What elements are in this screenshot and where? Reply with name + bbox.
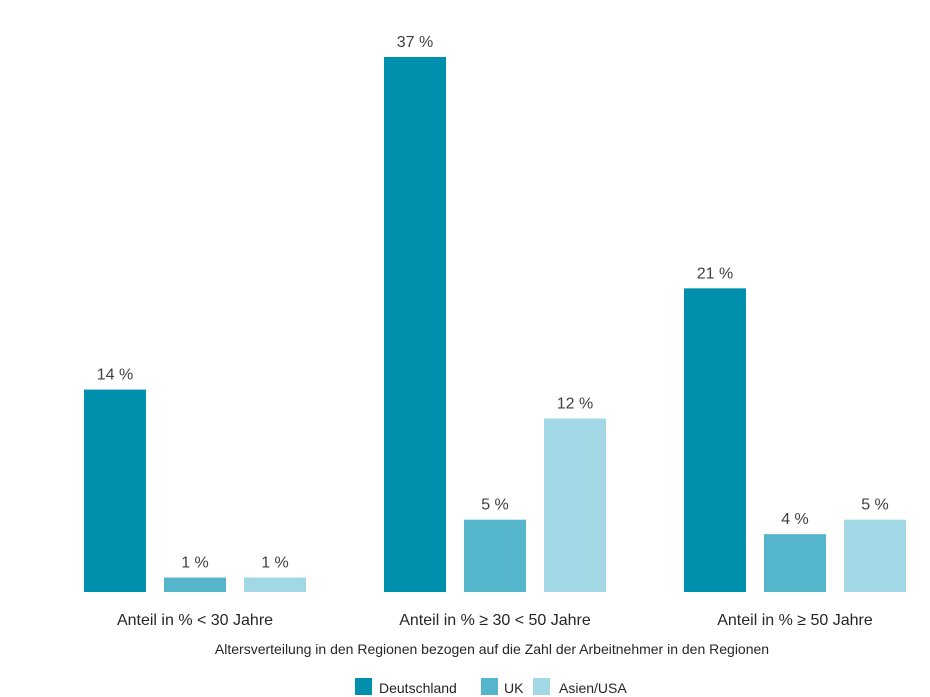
bar-asien-usa-1	[544, 418, 606, 592]
category-label: Anteil in % < 30 Jahre	[117, 612, 273, 629]
value-label: 21 %	[697, 265, 733, 282]
bar-uk-0	[164, 577, 226, 592]
value-label: 1 %	[261, 555, 289, 572]
bar-deutschland-0	[84, 389, 146, 592]
value-label: 12 %	[557, 395, 593, 412]
bar-uk-2	[764, 534, 826, 592]
x-axis-title: Altersverteilung in den Regionen bezogen…	[215, 641, 769, 657]
legend-swatch-deutschland	[355, 678, 372, 695]
value-labels-group: 14 % 1 % 1 % 37 % 5 % 12 % 21 % 4 % 5 %	[97, 34, 889, 572]
value-label: 1 %	[181, 555, 209, 572]
bar-deutschland-2	[684, 288, 746, 592]
legend-swatch-uk	[481, 678, 498, 695]
bar-uk-1	[464, 519, 526, 592]
value-label: 5 %	[481, 497, 509, 514]
value-label: 37 %	[397, 34, 433, 51]
category-labels-group: Anteil in % < 30 Jahre Anteil in % ≥ 30 <…	[117, 612, 873, 629]
value-label: 14 %	[97, 367, 133, 384]
category-label: Anteil in % ≥ 30 < 50 Jahre	[399, 612, 591, 629]
legend-label: UK	[504, 680, 524, 696]
value-label: 4 %	[781, 511, 809, 528]
bar-asien-usa-0	[244, 577, 306, 592]
category-label: Anteil in % ≥ 50 Jahre	[717, 612, 873, 629]
legend-label: Asien/USA	[559, 680, 627, 696]
legend-label: Deutschland	[379, 680, 457, 696]
bar-deutschland-1	[384, 57, 446, 592]
legend: Deutschland UK Asien/USA	[355, 678, 627, 696]
bars-group	[84, 57, 906, 592]
legend-swatch-asien-usa	[533, 678, 550, 695]
value-label: 5 %	[861, 497, 889, 514]
bar-asien-usa-2	[844, 519, 906, 592]
